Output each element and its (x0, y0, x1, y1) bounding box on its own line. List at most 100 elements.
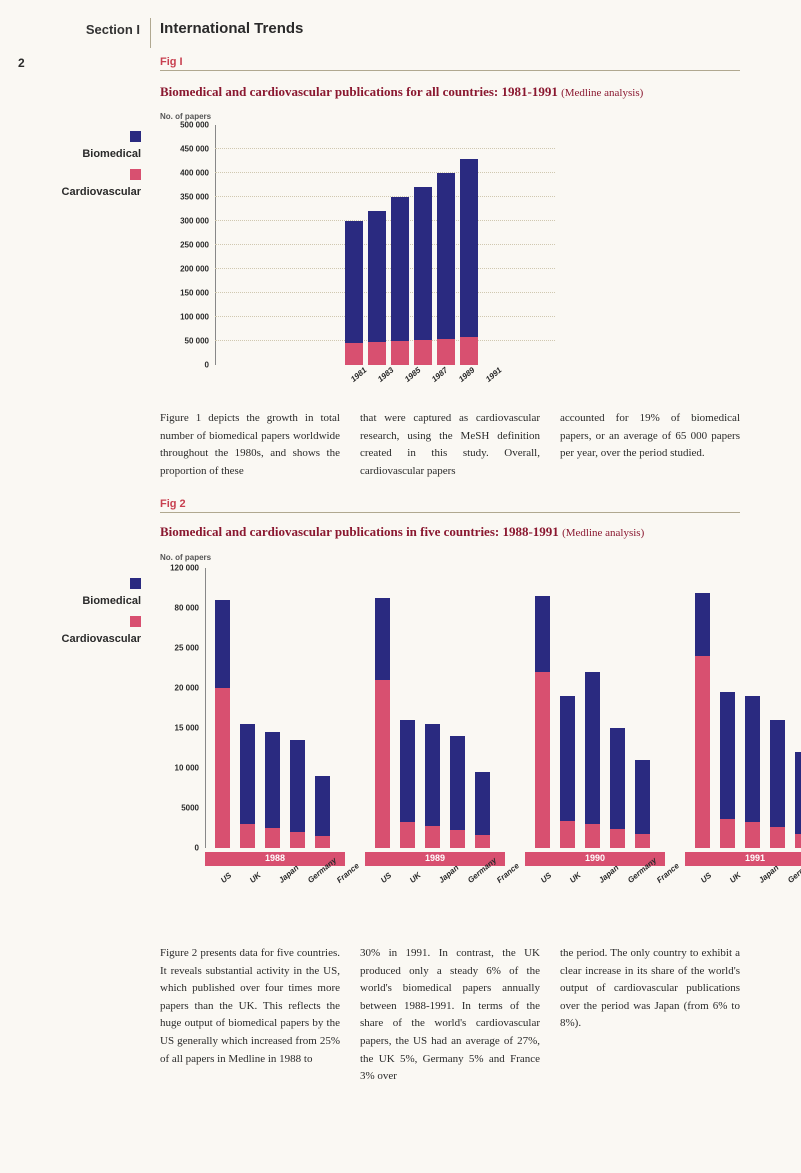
fig1-title-sub: (Medline analysis) (561, 87, 643, 99)
x-label: US (379, 868, 396, 885)
x-label: France (495, 868, 512, 885)
bar (345, 221, 363, 365)
legend-swatch-cardiovascular (130, 169, 141, 180)
x-label: 1987 (430, 365, 450, 383)
x-label: Germany (786, 868, 801, 885)
y-tick: 150 000 (180, 289, 209, 298)
x-label: 1983 (376, 365, 396, 383)
fig2-legend: Biomedical Cardiovascular (21, 575, 141, 651)
bar (425, 724, 440, 848)
fig2-caption-col1: Figure 2 presents data for five countrie… (160, 945, 340, 1068)
bar (635, 760, 650, 848)
fig1-y-axis (215, 125, 216, 365)
bar (560, 696, 575, 848)
fig1-label: Fig I (160, 56, 183, 68)
bar (770, 720, 785, 848)
bar (745, 696, 760, 848)
bar (290, 740, 305, 848)
fig2-panel: 120 00080 00025 00020 00015 00010 000500… (205, 568, 345, 848)
x-label: 1981 (349, 365, 369, 383)
fig2-title: Biomedical and cardiovascular publicatio… (160, 524, 644, 540)
x-label: UK (568, 868, 585, 885)
bar (795, 752, 801, 848)
y-tick: 100 000 (180, 313, 209, 322)
fig1-chart: 500 000450 000400 000350 000300 000250 0… (215, 125, 555, 365)
bar (375, 598, 390, 848)
x-label: Japan (437, 868, 454, 885)
y-tick: 300 000 (180, 217, 209, 226)
legend-swatch-biomedical (130, 578, 141, 589)
bar (240, 724, 255, 848)
y-tick: 500 000 (180, 121, 209, 130)
x-label: Germany (466, 868, 483, 885)
x-label: France (335, 868, 352, 885)
y-tick: 250 000 (180, 241, 209, 250)
bar (215, 600, 230, 848)
legend-swatch-cardiovascular (130, 616, 141, 627)
bar (720, 692, 735, 848)
bar (535, 596, 550, 848)
fig1-title-main: Biomedical and cardiovascular publicatio… (160, 84, 558, 99)
x-label: UK (248, 868, 265, 885)
fig2-title-main: Biomedical and cardiovascular publicatio… (160, 524, 559, 539)
bar (450, 736, 465, 848)
x-label: Germany (626, 868, 643, 885)
bar (437, 173, 455, 365)
y-tick: 350 000 (180, 193, 209, 202)
bar (400, 720, 415, 848)
fig2-caption-col2: 30% in 1991. In contrast, the UK produce… (360, 945, 540, 1086)
year-label: 1991 (685, 853, 801, 863)
fig1-legend: Biomedical Cardiovascular (21, 128, 141, 204)
bar (475, 772, 490, 848)
fig1-bars (345, 159, 478, 365)
fig2-rule (160, 512, 740, 513)
bar (368, 211, 386, 365)
y-tick: 0 (205, 361, 209, 370)
y-tick: 200 000 (180, 265, 209, 274)
y-tick: 50 000 (185, 337, 209, 346)
x-label: Japan (277, 868, 294, 885)
fig2-panel: 1991USUKJapanGermanyFrance (685, 568, 801, 848)
fig1-y-ticks: 500 000450 000400 000350 000300 000250 0… (165, 125, 215, 365)
fig2-title-sub: (Medline analysis) (562, 527, 644, 539)
x-label: Japan (757, 868, 774, 885)
bar (315, 776, 330, 848)
legend-text-biomedical: Biomedical (21, 595, 141, 607)
fig2-caption-col3: the period. The only country to exhibit … (560, 945, 740, 1033)
bar (585, 672, 600, 848)
x-label: US (219, 868, 236, 885)
x-label: US (699, 868, 716, 885)
bar (265, 732, 280, 848)
fig1-x-labels: 1981 1983 1985 1987 1989 1991 (345, 365, 502, 386)
fig1-caption-col3: accounted for 19% of biomedical papers, … (560, 410, 740, 463)
section-divider (150, 18, 151, 48)
x-label: 1991 (484, 365, 504, 383)
x-label: US (539, 868, 556, 885)
page-number: 2 (18, 56, 25, 70)
fig1-caption-col1: Figure 1 depicts the growth in total num… (160, 410, 340, 480)
y-tick: 450 000 (180, 145, 209, 154)
x-label: 1989 (457, 365, 477, 383)
fig2-axis-title: No. of papers (160, 553, 211, 562)
x-label: UK (728, 868, 745, 885)
fig1-rule (160, 70, 740, 71)
bar (610, 728, 625, 848)
x-label: 1985 (403, 365, 423, 383)
bar (460, 159, 478, 365)
bar (391, 197, 409, 365)
legend-swatch-biomedical (130, 131, 141, 142)
x-label: UK (408, 868, 425, 885)
x-label: Japan (597, 868, 614, 885)
legend-text-cardiovascular: Cardiovascular (21, 633, 141, 645)
fig2-panel: 1990USUKJapanGermanyFrance (525, 568, 665, 848)
x-label: France (655, 868, 672, 885)
year-band: 1991 (685, 852, 801, 866)
bar (695, 593, 710, 848)
fig2-label: Fig 2 (160, 498, 186, 510)
fig1-title: Biomedical and cardiovascular publicatio… (160, 84, 643, 100)
y-tick: 400 000 (180, 169, 209, 178)
bar (414, 187, 432, 365)
x-label: Germany (306, 868, 323, 885)
section-label: Section I (55, 22, 140, 37)
legend-text-biomedical: Biomedical (21, 148, 141, 160)
